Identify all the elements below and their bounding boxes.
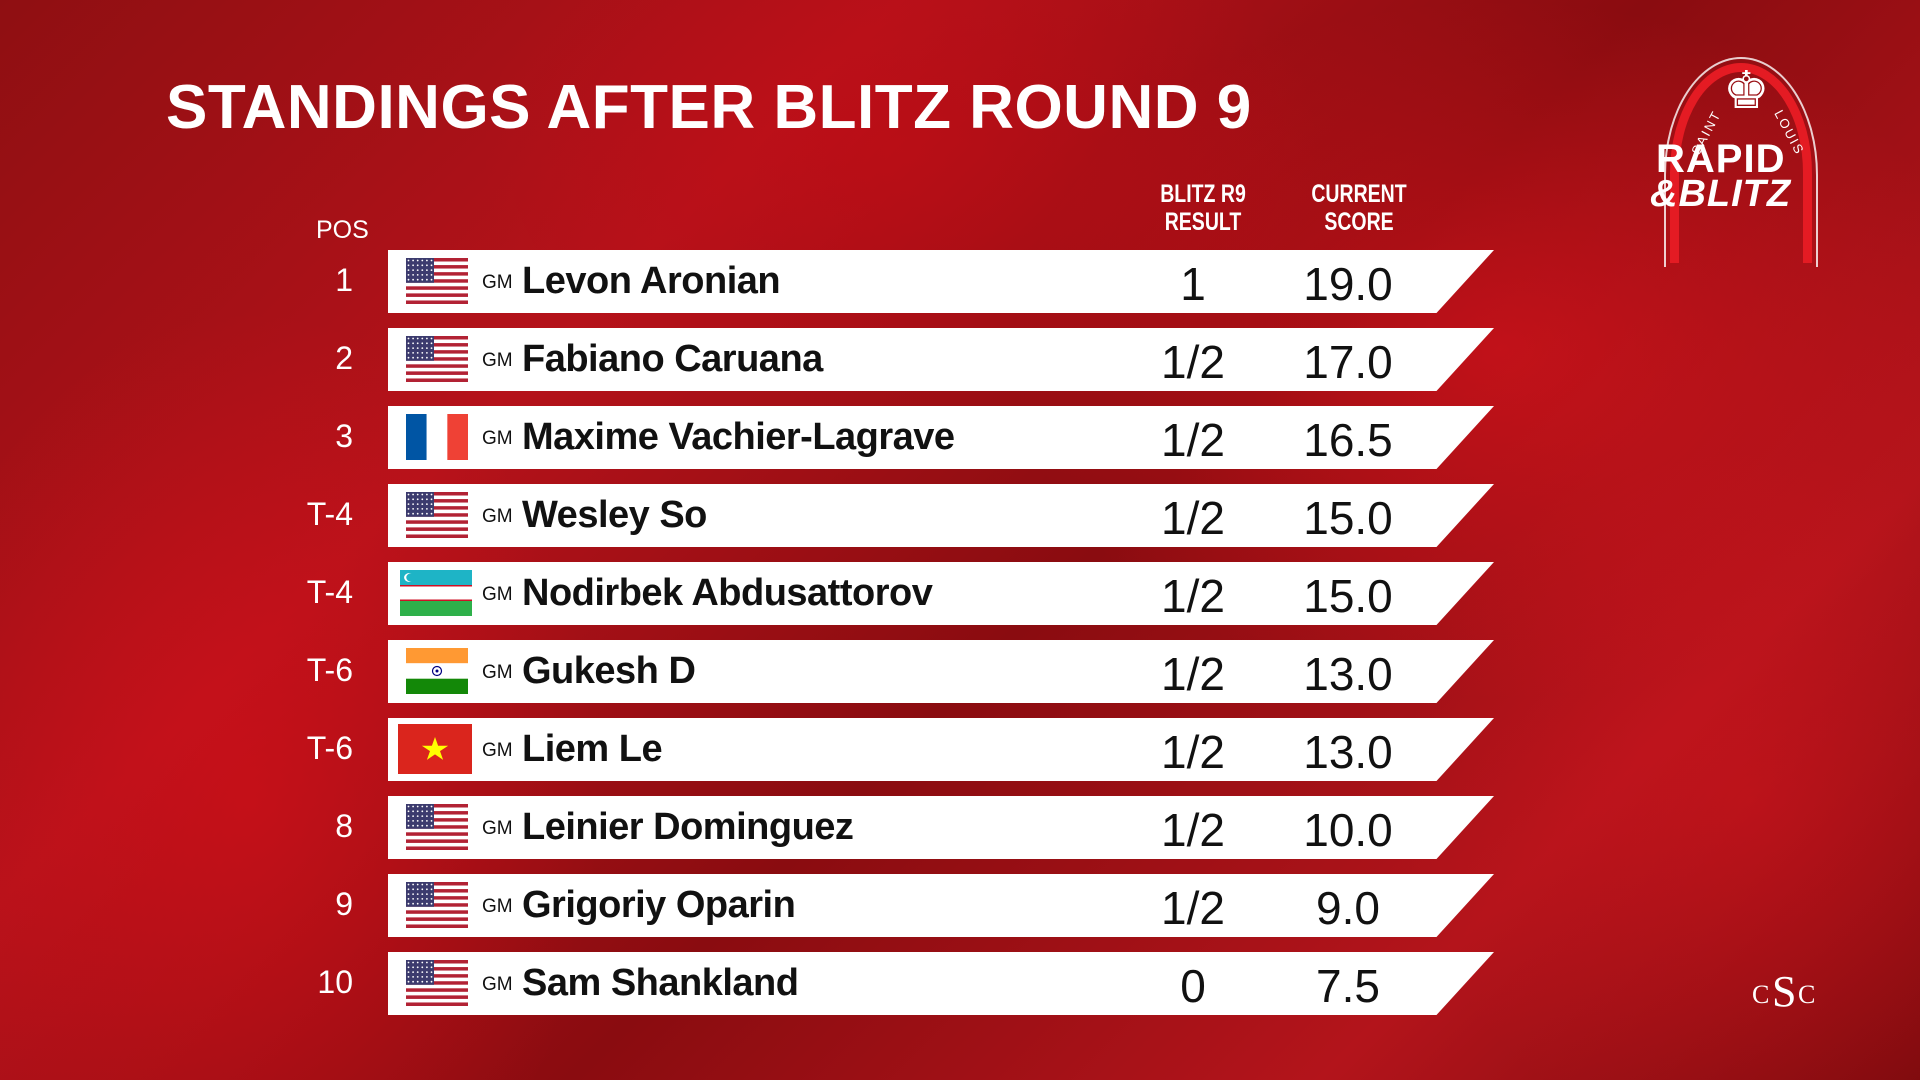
row-band [388, 718, 1494, 781]
title-badge: GM [482, 896, 513, 917]
chess-king-icon: ♚ [1723, 62, 1770, 120]
position: 3 [335, 418, 353, 454]
round-result: 1 [1180, 258, 1206, 310]
current-score: 13.0 [1303, 648, 1393, 700]
row-band [388, 952, 1494, 1015]
position: T-6 [306, 730, 353, 766]
usa-flag-icon [406, 336, 468, 382]
table-row: 9 GM Grigoriy Oparin 1/2 9.0 [335, 874, 1494, 937]
round-result: 1/2 [1161, 492, 1225, 544]
round-result: 1/2 [1161, 804, 1225, 856]
row-band [388, 406, 1494, 469]
arch [1670, 63, 1812, 263]
round-result: 1/2 [1161, 414, 1225, 466]
round-result: 1/2 [1161, 648, 1225, 700]
current-score: 17.0 [1303, 336, 1393, 388]
position: T-4 [306, 496, 353, 532]
title-badge: GM [482, 584, 513, 605]
usa-flag-icon [406, 804, 468, 850]
uzbekistan-flag-icon [400, 570, 472, 616]
player-name: Grigoriy Oparin [522, 884, 796, 926]
position: 1 [335, 262, 353, 298]
logo-rapid: RAPID [1656, 137, 1786, 181]
usa-flag-icon [406, 882, 468, 928]
logo-blitz: &BLITZ [1650, 173, 1792, 215]
round-result: 1/2 [1161, 726, 1225, 778]
table-row: T-6 GM Gukesh D 1/2 13.0 [307, 640, 1494, 703]
header-result: BLITZ R9 RESULT [1160, 180, 1246, 236]
title-badge: GM [482, 974, 513, 995]
player-name: Wesley So [522, 494, 707, 536]
usa-flag-icon [406, 960, 468, 1006]
row-band [388, 328, 1494, 391]
header-score: CURRENT SCORE [1311, 180, 1407, 236]
row-band [388, 796, 1494, 859]
player-name: Nodirbek Abdusattorov [522, 572, 933, 614]
title-badge: GM [482, 740, 513, 761]
table-row: T-6 GM Liem Le 1/2 13.0 [307, 718, 1494, 781]
title-badge: GM [482, 662, 513, 683]
player-name: Sam Shankland [522, 962, 799, 1004]
table-row: 1 GM Levon Aronian 1 19.0 [335, 250, 1494, 313]
row-band [388, 250, 1494, 313]
current-score: 9.0 [1316, 882, 1380, 934]
table-row: 3 GM Maxime Vachier-Lagrave 1/2 16.5 [335, 406, 1494, 469]
title-badge: GM [482, 818, 513, 839]
france-flag-icon [406, 414, 468, 460]
position: 8 [335, 808, 353, 844]
round-result: 1/2 [1161, 882, 1225, 934]
row-band [388, 874, 1494, 937]
arch-outline [1664, 57, 1818, 267]
current-score: 19.0 [1303, 258, 1393, 310]
row-band [388, 562, 1494, 625]
player-name: Fabiano Caruana [522, 338, 823, 380]
player-name: Gukesh D [522, 650, 696, 692]
rapid-blitz-logo: ♚ SAINT LOUIS RAPID &BLITZ [1640, 55, 1840, 267]
title-badge: GM [482, 350, 513, 371]
header-pos: POS [316, 216, 369, 244]
player-name: Leinier Dominguez [522, 806, 854, 848]
table-row: 8 GM Leinier Dominguez 1/2 10.0 [335, 796, 1494, 859]
title-badge: GM [482, 506, 513, 527]
table-row: T-4 GM Wesley So 1/2 15.0 [307, 484, 1494, 547]
row-band [388, 640, 1494, 703]
position: T-4 [306, 574, 353, 610]
current-score: 15.0 [1303, 570, 1393, 622]
round-result: 1/2 [1161, 570, 1225, 622]
position: 2 [335, 340, 353, 376]
position: 9 [335, 886, 353, 922]
table-row: 2 GM Fabiano Caruana 1/2 17.0 [335, 328, 1494, 391]
usa-flag-icon [406, 258, 468, 304]
table-row: T-4 GM Nodirbek Abdusattorov 1/2 15.0 [307, 562, 1494, 625]
current-score: 16.5 [1303, 414, 1393, 466]
vietnam-flag-icon [398, 724, 472, 774]
title-badge: GM [482, 428, 513, 449]
player-name: Maxime Vachier-Lagrave [522, 416, 955, 458]
player-name: Liem Le [522, 728, 663, 770]
position: T-6 [306, 652, 353, 688]
usa-flag-icon [406, 492, 468, 538]
cslc-logo: C S C [1752, 967, 1816, 1016]
row-band [388, 484, 1494, 547]
player-name: Levon Aronian [522, 260, 781, 302]
india-flag-icon [406, 648, 468, 694]
round-result: 1/2 [1161, 336, 1225, 388]
current-score: 7.5 [1316, 960, 1380, 1012]
current-score: 15.0 [1303, 492, 1393, 544]
title-badge: GM [482, 272, 513, 293]
current-score: 13.0 [1303, 726, 1393, 778]
round-result: 0 [1180, 960, 1206, 1012]
current-score: 10.0 [1303, 804, 1393, 856]
position: 10 [317, 964, 353, 1000]
page-title: STANDINGS AFTER BLITZ ROUND 9 [166, 73, 1252, 142]
table-row: 10 GM Sam Shankland 0 7.5 [317, 952, 1494, 1015]
